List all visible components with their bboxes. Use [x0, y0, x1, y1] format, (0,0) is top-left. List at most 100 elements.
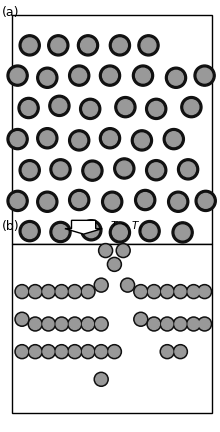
Ellipse shape — [16, 346, 28, 357]
Ellipse shape — [41, 317, 55, 331]
Ellipse shape — [19, 35, 40, 56]
Ellipse shape — [22, 38, 37, 53]
Ellipse shape — [166, 132, 181, 146]
Ellipse shape — [135, 286, 146, 297]
Ellipse shape — [82, 160, 103, 181]
Ellipse shape — [15, 285, 29, 299]
Ellipse shape — [99, 244, 113, 257]
Ellipse shape — [199, 318, 210, 330]
Ellipse shape — [81, 317, 95, 331]
Ellipse shape — [171, 194, 186, 209]
Ellipse shape — [37, 128, 58, 149]
Ellipse shape — [102, 191, 123, 212]
Ellipse shape — [28, 317, 42, 331]
Ellipse shape — [30, 286, 41, 297]
Ellipse shape — [198, 317, 212, 331]
Ellipse shape — [116, 244, 130, 257]
Ellipse shape — [96, 318, 107, 330]
Ellipse shape — [146, 98, 167, 119]
Ellipse shape — [163, 129, 184, 149]
Ellipse shape — [112, 38, 127, 53]
Ellipse shape — [168, 191, 189, 212]
Ellipse shape — [138, 35, 159, 56]
Ellipse shape — [175, 346, 186, 357]
Ellipse shape — [55, 345, 69, 359]
Ellipse shape — [160, 317, 174, 331]
Text: T > T$_{\mathregular{gel}}$: T > T$_{\mathregular{gel}}$ — [110, 220, 151, 235]
Ellipse shape — [69, 65, 90, 86]
Ellipse shape — [15, 345, 29, 359]
Bar — [12, 244, 212, 413]
Ellipse shape — [52, 98, 67, 113]
Ellipse shape — [68, 285, 82, 299]
Ellipse shape — [69, 318, 80, 330]
Ellipse shape — [81, 285, 95, 299]
Ellipse shape — [10, 132, 25, 146]
Ellipse shape — [85, 163, 100, 178]
Ellipse shape — [43, 286, 54, 297]
Ellipse shape — [69, 346, 80, 357]
Ellipse shape — [160, 345, 174, 359]
Text: (b): (b) — [2, 220, 20, 233]
Ellipse shape — [83, 102, 98, 116]
Ellipse shape — [121, 278, 135, 292]
Ellipse shape — [118, 245, 129, 256]
Ellipse shape — [194, 65, 215, 86]
Ellipse shape — [195, 191, 216, 211]
Ellipse shape — [198, 194, 213, 208]
Ellipse shape — [53, 225, 68, 239]
Ellipse shape — [109, 35, 130, 56]
Ellipse shape — [112, 225, 127, 240]
Ellipse shape — [99, 65, 121, 86]
Ellipse shape — [162, 318, 173, 330]
Ellipse shape — [187, 317, 201, 331]
Ellipse shape — [172, 222, 193, 243]
Polygon shape — [65, 220, 102, 234]
Ellipse shape — [16, 314, 28, 325]
Ellipse shape — [37, 191, 58, 212]
Ellipse shape — [84, 223, 99, 238]
Ellipse shape — [148, 318, 160, 330]
Ellipse shape — [40, 131, 55, 146]
Ellipse shape — [184, 100, 199, 114]
Ellipse shape — [109, 259, 120, 270]
Ellipse shape — [134, 285, 148, 299]
Ellipse shape — [198, 285, 212, 299]
Ellipse shape — [43, 318, 54, 330]
Ellipse shape — [149, 102, 164, 116]
Ellipse shape — [7, 65, 28, 86]
Ellipse shape — [107, 257, 121, 271]
Text: (a): (a) — [2, 6, 20, 19]
Ellipse shape — [103, 131, 117, 146]
Ellipse shape — [81, 220, 102, 241]
Ellipse shape — [50, 222, 71, 242]
Ellipse shape — [160, 285, 174, 299]
Ellipse shape — [197, 68, 212, 83]
Ellipse shape — [181, 97, 202, 118]
Ellipse shape — [105, 194, 120, 209]
Ellipse shape — [55, 317, 69, 331]
Ellipse shape — [173, 345, 187, 359]
Ellipse shape — [82, 286, 94, 297]
Ellipse shape — [40, 70, 55, 85]
Ellipse shape — [72, 193, 87, 207]
Ellipse shape — [173, 317, 187, 331]
Ellipse shape — [199, 286, 210, 297]
Ellipse shape — [77, 35, 99, 56]
Ellipse shape — [138, 193, 153, 207]
Ellipse shape — [173, 285, 187, 299]
Ellipse shape — [22, 224, 37, 238]
Ellipse shape — [96, 280, 107, 291]
Ellipse shape — [107, 345, 121, 359]
Ellipse shape — [148, 286, 160, 297]
Ellipse shape — [50, 159, 71, 180]
Ellipse shape — [109, 346, 120, 357]
Ellipse shape — [149, 163, 164, 178]
Ellipse shape — [41, 285, 55, 299]
Ellipse shape — [187, 285, 201, 299]
Ellipse shape — [141, 38, 156, 53]
Ellipse shape — [162, 346, 173, 357]
Ellipse shape — [43, 346, 54, 357]
Ellipse shape — [96, 374, 107, 385]
Ellipse shape — [53, 162, 68, 177]
